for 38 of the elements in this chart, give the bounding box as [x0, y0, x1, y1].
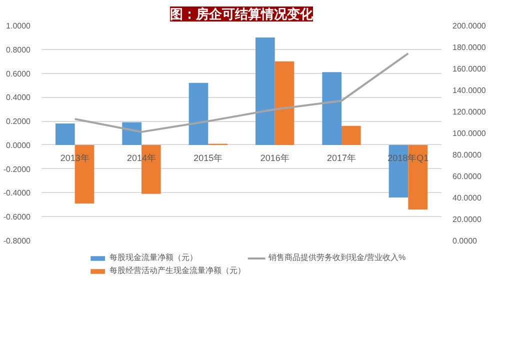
y2-tick-label: 0.0000	[452, 236, 478, 246]
x-tick-label: 2015年	[194, 152, 223, 163]
y-tick-label: -0.6000	[3, 212, 32, 222]
y2-tick-label: 40.0000	[452, 194, 482, 202]
bar	[56, 123, 75, 145]
x-tick-label: 2016年	[260, 152, 290, 163]
bar	[322, 72, 342, 145]
legend-label: 每股现金流量净额（元）	[109, 252, 198, 263]
y-tick-label: 0.8000	[6, 45, 32, 54]
y2-tick-label: 120.0000	[452, 108, 486, 116]
y-tick-label: 0.4000	[6, 93, 32, 102]
bar	[408, 144, 428, 210]
chart-title: 图：房企可结算情况变化	[170, 6, 314, 22]
y-tick-label: 1.0000	[6, 22, 32, 30]
bar	[274, 61, 294, 145]
bar	[342, 126, 361, 145]
y-tick-label: 0.0000	[6, 140, 32, 150]
y2-tick-label: 160.0000	[452, 64, 486, 74]
y2-tick-label: 100.0000	[452, 129, 486, 138]
line-series	[74, 52, 410, 133]
y2-tick-label: 200.0000	[452, 22, 486, 30]
y-tick-label: -0.2000	[3, 164, 32, 174]
bar	[122, 122, 142, 145]
y-tick-label: 0.6000	[6, 69, 32, 78]
x-tick-label: 2017年	[326, 152, 356, 163]
bar	[188, 82, 208, 145]
y2-tick-label: 140.0000	[452, 86, 486, 95]
bar	[256, 37, 275, 145]
y2-tick-label: 20.0000	[452, 215, 482, 224]
y-tick-label: 0.2000	[6, 117, 32, 126]
y2-tick-label: 60.0000	[452, 172, 482, 181]
y2-tick-label: 80.0000	[452, 150, 482, 160]
y2-tick-label: 180.0000	[452, 43, 486, 52]
bar	[388, 144, 408, 198]
legend-label: 销售商品提供劳务收到现金/营业收入%	[268, 252, 406, 263]
legend-label: 每股经营活动产生现金流量净额（元）	[109, 265, 246, 276]
y-tick-label: -0.8000	[3, 236, 32, 246]
y-tick-label: -0.4000	[3, 188, 32, 198]
